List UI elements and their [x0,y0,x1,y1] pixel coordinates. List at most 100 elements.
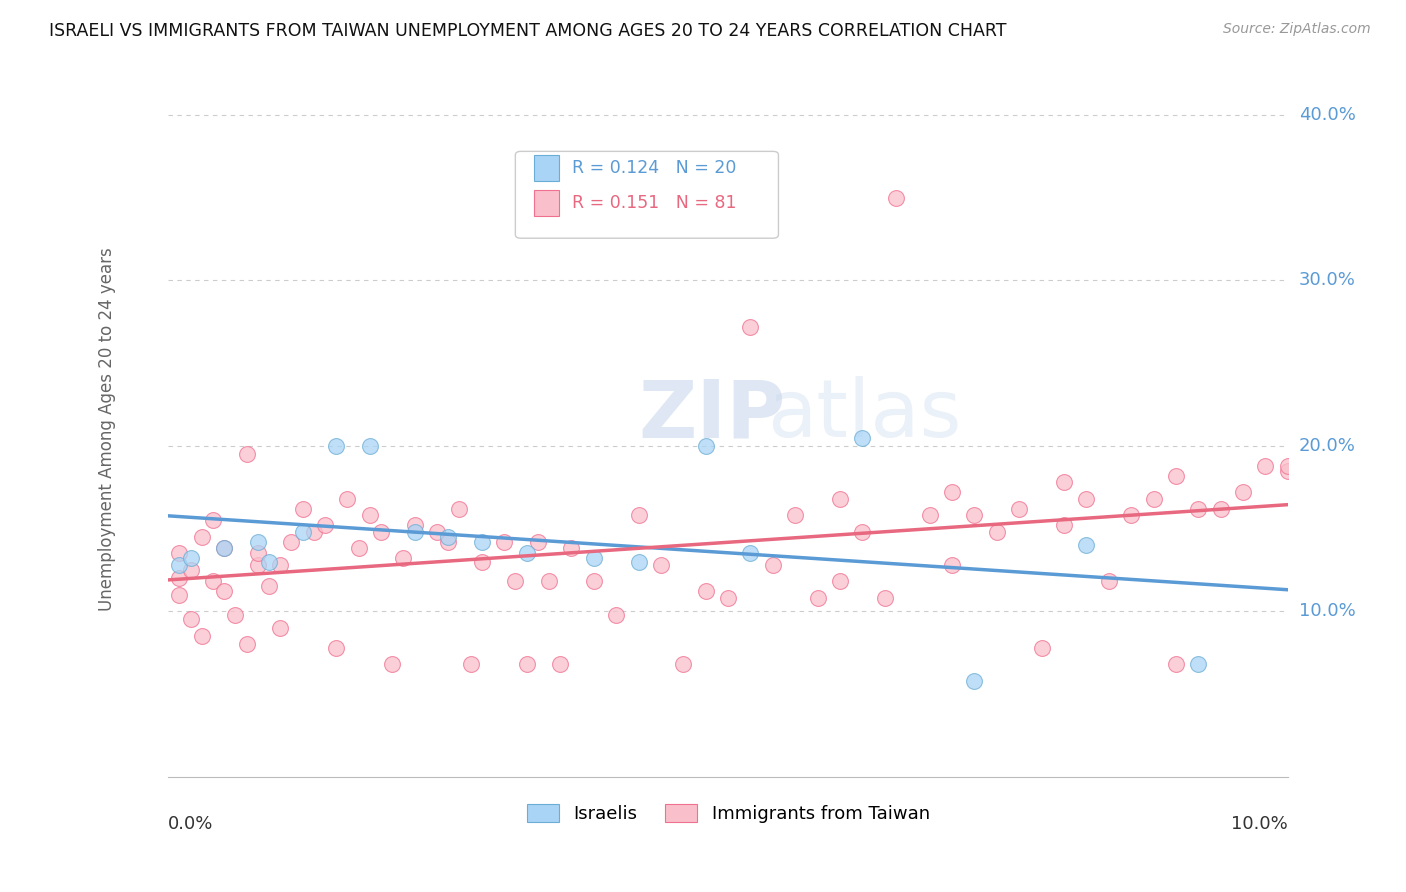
Text: ISRAELI VS IMMIGRANTS FROM TAIWAN UNEMPLOYMENT AMONG AGES 20 TO 24 YEARS CORRELA: ISRAELI VS IMMIGRANTS FROM TAIWAN UNEMPL… [49,22,1007,40]
Text: 10.0%: 10.0% [1299,602,1355,620]
Point [537,574,560,589]
Point [191,629,214,643]
Point [169,558,191,572]
Point [404,518,426,533]
Text: R = 0.124   N = 20: R = 0.124 N = 20 [572,159,737,177]
Point [426,524,449,539]
Point [437,530,460,544]
Point [1098,574,1121,589]
Point [280,534,302,549]
Text: Unemployment Among Ages 20 to 24 years: Unemployment Among Ages 20 to 24 years [97,247,115,611]
Point [1053,475,1076,490]
Point [1076,491,1098,506]
Point [302,524,325,539]
Point [370,524,392,539]
Text: 30.0%: 30.0% [1299,271,1355,289]
Text: 0.0%: 0.0% [169,814,214,833]
Point [762,558,785,572]
Point [169,571,191,585]
Legend: Israelis, Immigrants from Taiwan: Israelis, Immigrants from Taiwan [519,797,936,830]
Point [202,513,225,527]
Point [359,508,381,523]
Point [392,551,415,566]
Point [1008,501,1031,516]
FancyBboxPatch shape [534,190,560,216]
Point [1209,501,1232,516]
Point [884,191,907,205]
Point [471,534,494,549]
Point [291,501,314,516]
Point [785,508,807,523]
Point [740,546,762,560]
Point [325,439,347,453]
Point [717,591,740,605]
Point [828,574,851,589]
Point [347,541,370,556]
Point [1187,657,1209,672]
Point [246,534,269,549]
Point [516,546,538,560]
Text: R = 0.151   N = 81: R = 0.151 N = 81 [572,194,737,211]
Point [191,530,214,544]
Point [582,574,605,589]
Point [460,657,482,672]
Point [1076,538,1098,552]
Point [1142,491,1164,506]
Point [851,431,873,445]
Point [672,657,695,672]
Point [1187,501,1209,516]
Point [918,508,941,523]
Point [269,558,291,572]
Point [548,657,571,672]
Point [404,524,426,539]
Point [214,584,236,599]
Point [873,591,896,605]
Point [963,508,986,523]
Point [314,518,336,533]
Point [582,551,605,566]
Text: atlas: atlas [768,376,962,454]
Point [1053,518,1076,533]
Point [505,574,527,589]
Point [180,551,202,566]
Text: Source: ZipAtlas.com: Source: ZipAtlas.com [1223,22,1371,37]
Point [269,621,291,635]
Point [1164,657,1187,672]
Point [1119,508,1142,523]
Point [169,588,191,602]
Point [627,555,650,569]
Point [695,439,717,453]
Point [627,508,650,523]
Text: 20.0%: 20.0% [1299,437,1355,455]
Point [257,555,280,569]
Point [851,524,873,539]
Point [257,579,280,593]
Text: 10.0%: 10.0% [1232,814,1288,833]
Point [235,637,257,651]
Point [180,612,202,626]
Point [986,524,1008,539]
Point [1031,640,1053,655]
Point [471,555,494,569]
Point [336,491,359,506]
Point [740,319,762,334]
Point [941,485,963,500]
Point [214,541,236,556]
Point [1164,468,1187,483]
FancyBboxPatch shape [534,155,560,181]
Point [1254,458,1277,473]
Point [1232,485,1254,500]
Point [1277,458,1299,473]
Point [526,534,548,549]
Point [291,524,314,539]
Point [494,534,516,549]
Point [359,439,381,453]
Text: ZIP: ZIP [638,376,786,454]
Point [235,447,257,461]
Point [437,534,460,549]
Point [1277,464,1299,478]
Point [246,558,269,572]
Point [449,501,471,516]
Point [941,558,963,572]
Point [214,541,236,556]
